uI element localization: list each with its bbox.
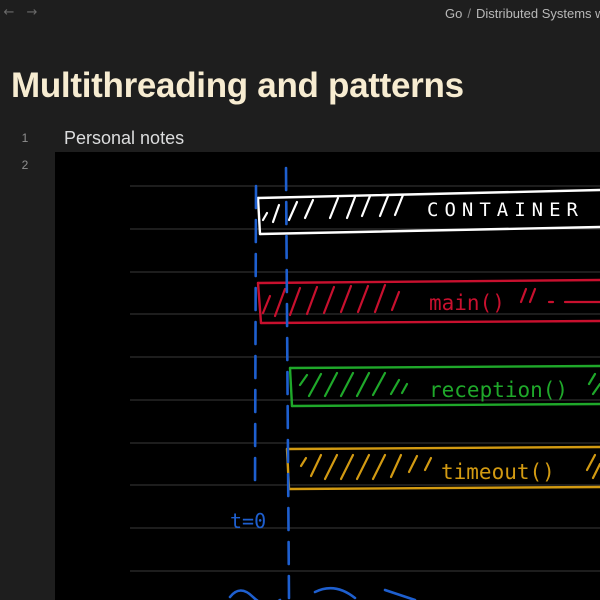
container-box bbox=[256, 188, 600, 236]
top-bar: ← → Go / Distributed Systems w bbox=[0, 0, 600, 28]
main-box bbox=[256, 278, 600, 325]
breadcrumb-separator: / bbox=[467, 6, 471, 21]
timeout-box bbox=[285, 445, 600, 491]
forward-arrow-icon[interactable]: → bbox=[26, 5, 38, 20]
line-number: 1 bbox=[21, 131, 29, 145]
line-number: 2 bbox=[21, 158, 29, 172]
embedded-drawing[interactable]: CONTAINER main() bbox=[55, 152, 600, 600]
page-title: Multithreading and patterns bbox=[11, 66, 464, 105]
breadcrumb-item-go[interactable]: Go bbox=[445, 6, 463, 21]
drawing-canvas: CONTAINER main() bbox=[130, 166, 600, 600]
breadcrumb-item-distributed-systems[interactable]: Distributed Systems w bbox=[475, 6, 600, 21]
note-text-line[interactable]: Personal notes bbox=[64, 128, 185, 148]
time-zero-label: t=0 bbox=[230, 509, 266, 533]
main-label: main() bbox=[429, 291, 505, 315]
reception-box bbox=[288, 364, 600, 408]
ruled-lines bbox=[130, 185, 600, 572]
reception-label: reception() bbox=[429, 378, 568, 402]
time-guides bbox=[228, 166, 417, 600]
timeout-label: timeout() bbox=[441, 460, 555, 484]
back-arrow-icon[interactable]: ← bbox=[3, 5, 15, 20]
breadcrumb: Go / Distributed Systems w bbox=[445, 6, 600, 21]
container-label: CONTAINER bbox=[427, 199, 584, 221]
